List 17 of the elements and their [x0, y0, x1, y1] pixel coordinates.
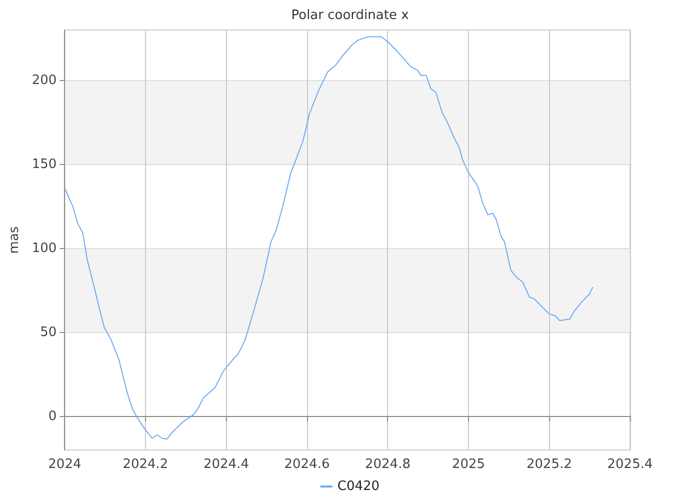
y-tick-label: 50 — [40, 324, 57, 340]
x-tick-label: 2024.8 — [364, 457, 410, 472]
line-series — [64, 36, 594, 440]
y-tick-label: 0 — [48, 408, 57, 424]
chart-title: Polar coordinate x — [291, 8, 410, 23]
x-tick-label: 2025.2 — [526, 457, 572, 472]
y-tick-label: 100 — [32, 240, 57, 256]
x-tick-label: 2025.4 — [607, 457, 653, 472]
x-tick-label: 2025 — [452, 457, 486, 472]
y-tick-label: 150 — [32, 156, 57, 172]
x-tick-label: 2024.4 — [203, 457, 249, 472]
y-axis-title: mas — [7, 226, 22, 254]
x-tick-label: 2024.2 — [122, 457, 168, 472]
x-tick-label: 2024 — [48, 457, 82, 472]
legend-label: C0420 — [337, 479, 380, 494]
x-tick-label: 2024.6 — [284, 457, 330, 472]
y-tick-label: 200 — [32, 72, 57, 88]
